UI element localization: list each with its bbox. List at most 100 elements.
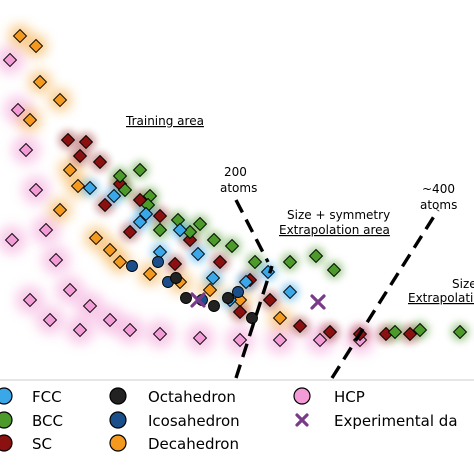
legend-label-sc: SC bbox=[32, 435, 52, 453]
legend-label-octahedron: Octahedron bbox=[148, 388, 236, 406]
legend-label-bcc: BCC bbox=[32, 412, 63, 430]
point-hcp-2 bbox=[18, 142, 34, 158]
point-bcc-11 bbox=[326, 262, 342, 278]
point-decahedron-3 bbox=[52, 92, 68, 108]
point-bcc-7 bbox=[224, 238, 240, 254]
point-decahedron-0 bbox=[12, 28, 28, 44]
annotation-200: 200 bbox=[224, 165, 247, 179]
annotation-extrapolation-area: Extrapolation area bbox=[279, 223, 390, 237]
point-hcp-12 bbox=[232, 332, 248, 348]
point-fcc-9 bbox=[282, 284, 298, 300]
point-sc-18 bbox=[167, 256, 183, 272]
point-bcc-0 bbox=[112, 168, 128, 184]
point-sc-16 bbox=[97, 197, 113, 213]
annotation-400: ~400 bbox=[422, 182, 455, 196]
point-bcc-3 bbox=[152, 222, 168, 238]
annotation-size: Size bbox=[452, 277, 474, 291]
point-fcc-6 bbox=[205, 270, 221, 286]
point-sc-11 bbox=[322, 324, 338, 340]
point-fcc-11 bbox=[138, 206, 154, 222]
point-bcc-9 bbox=[282, 254, 298, 270]
legend-marker-bcc bbox=[0, 411, 13, 429]
point-hcp-13 bbox=[272, 332, 288, 348]
point-decahedron-15 bbox=[62, 162, 78, 178]
point-sc-15 bbox=[72, 148, 88, 164]
legend-marker-decahedron bbox=[109, 434, 127, 452]
point-hcp-14 bbox=[312, 332, 328, 348]
annotation-200-atoms: atoms bbox=[220, 181, 257, 195]
point-bcc-6 bbox=[206, 232, 222, 248]
point-bcc-1 bbox=[132, 162, 148, 178]
point-hcp-4 bbox=[38, 222, 54, 238]
point-bcc-8 bbox=[247, 254, 263, 270]
point-fcc-1 bbox=[106, 188, 122, 204]
point-sc-5 bbox=[152, 208, 168, 224]
legend-marker-icosahedron bbox=[109, 411, 127, 429]
point-bcc-15 bbox=[117, 182, 133, 198]
point-hcp-10 bbox=[152, 326, 168, 342]
legend-marker-fcc bbox=[0, 387, 13, 405]
point-hcp-3 bbox=[28, 182, 44, 198]
point-octahedron-0 bbox=[170, 272, 182, 284]
point-hcp-16 bbox=[4, 232, 20, 248]
point-hcp-5 bbox=[48, 252, 64, 268]
point-sc-14 bbox=[402, 326, 418, 342]
point-hcp-7 bbox=[82, 298, 98, 314]
point-fcc-0 bbox=[82, 180, 98, 196]
point-octahedron-3 bbox=[180, 292, 192, 304]
legend-label-experimental-data: Experimental da bbox=[334, 412, 458, 430]
scatter-markers bbox=[2, 28, 468, 348]
point-sc-0 bbox=[60, 132, 76, 148]
legend-label-decahedron: Decahedron bbox=[148, 435, 239, 453]
point-octahedron-4 bbox=[222, 292, 234, 304]
legend-marker-octahedron bbox=[109, 387, 127, 405]
legend-marker-sc bbox=[0, 434, 13, 452]
legend-marker-hcp bbox=[293, 387, 311, 405]
legend-marker-experimental-data bbox=[295, 413, 309, 427]
point-bcc-12 bbox=[387, 324, 403, 340]
point-sc-9 bbox=[262, 292, 278, 308]
annotation-400-atoms: atoms bbox=[420, 198, 457, 212]
point-decahedron-14 bbox=[22, 112, 38, 128]
legend-label-fcc: FCC bbox=[32, 388, 62, 406]
point-sc-17 bbox=[122, 224, 138, 240]
point-decahedron-7 bbox=[142, 266, 158, 282]
point-sc-1 bbox=[78, 134, 94, 150]
legend-label-hcp: HCP bbox=[334, 388, 365, 406]
point-hcp-17 bbox=[22, 292, 38, 308]
point-bcc-13 bbox=[412, 322, 428, 338]
point-sc-10 bbox=[292, 318, 308, 334]
point-hcp-11 bbox=[192, 330, 208, 346]
point-fcc-4 bbox=[172, 222, 188, 238]
point-hcp-19 bbox=[72, 322, 88, 338]
point-fcc-7 bbox=[238, 274, 254, 290]
point-hcp-9 bbox=[122, 322, 138, 338]
point-icosahedron-0 bbox=[126, 260, 138, 272]
annotation-extrapolation: Extrapolation bbox=[408, 291, 474, 305]
point-icosahedron-3 bbox=[232, 286, 244, 298]
point-experimental-data-1 bbox=[310, 294, 326, 310]
legend-label-icosahedron: Icosahedron bbox=[148, 412, 240, 430]
boundary-line-200 bbox=[234, 265, 274, 379]
point-bcc-10 bbox=[308, 248, 324, 264]
point-sc-6 bbox=[182, 232, 198, 248]
point-fcc-2 bbox=[132, 214, 148, 230]
annotation-size-symmetry: Size + symmetry bbox=[287, 208, 390, 222]
point-bcc-14 bbox=[452, 324, 468, 340]
point-decahedron-12 bbox=[52, 202, 68, 218]
point-hcp-1 bbox=[10, 102, 26, 118]
point-decahedron-4 bbox=[70, 178, 86, 194]
point-decahedron-11 bbox=[272, 310, 288, 326]
point-sc-2 bbox=[92, 154, 108, 170]
point-decahedron-9 bbox=[202, 282, 218, 298]
point-hcp-6 bbox=[62, 282, 78, 298]
point-icosahedron-4 bbox=[152, 256, 164, 268]
point-sc-19 bbox=[232, 304, 248, 320]
point-octahedron-1 bbox=[208, 300, 220, 312]
point-hcp-0 bbox=[2, 52, 18, 68]
point-sc-7 bbox=[212, 254, 228, 270]
point-fcc-5 bbox=[190, 246, 206, 262]
boundary-line-200-upper bbox=[234, 199, 270, 263]
legend-box bbox=[0, 379, 474, 474]
